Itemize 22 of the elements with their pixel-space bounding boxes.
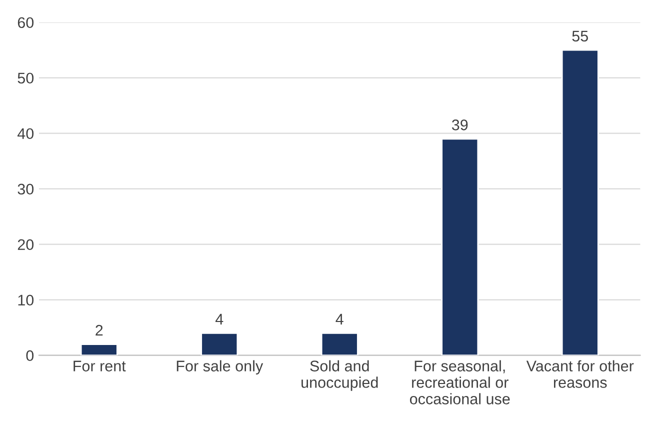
y-tick-label: 50	[18, 72, 34, 84]
x-tick-label: For rent	[74, 360, 126, 372]
y-tick-label: 20	[18, 239, 34, 250]
x-tick-label: Sold and unoccupied	[302, 360, 378, 391]
data-label: 39	[452, 120, 468, 130]
x-tick-label: For sale only	[176, 360, 264, 374]
bar	[561, 49, 599, 356]
x-tick-label: Vacant for other reasons	[526, 360, 634, 388]
data-label: 4	[215, 314, 224, 324]
data-label: 4	[336, 314, 344, 324]
y-tick-label: 0	[26, 350, 34, 362]
y-tick-label: 40	[18, 128, 34, 140]
bar	[80, 344, 118, 356]
bar	[200, 332, 238, 356]
y-tick-label: 60	[18, 17, 34, 28]
data-label: 55	[572, 30, 588, 42]
bar	[320, 332, 358, 356]
data-label: 2	[96, 324, 103, 336]
y-tick-label: 10	[18, 294, 34, 306]
y-tick-label: 30	[18, 184, 34, 195]
x-tick-label: For seasonal, recreational or occasional use	[410, 360, 510, 404]
bar	[441, 138, 479, 356]
